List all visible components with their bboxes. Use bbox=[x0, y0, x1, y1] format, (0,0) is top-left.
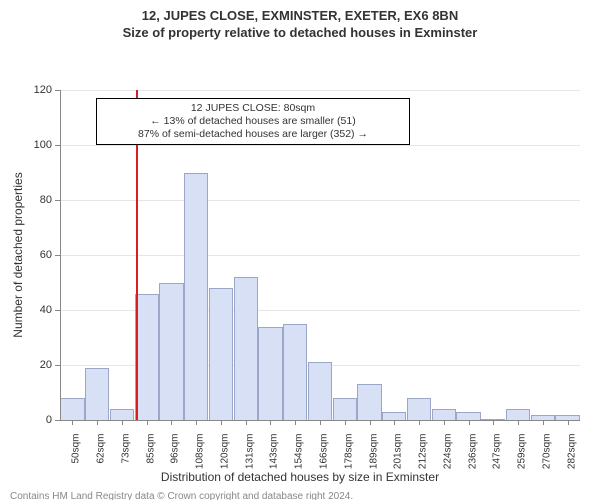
x-tick-label: 259sqm bbox=[517, 434, 528, 470]
histogram-bar bbox=[382, 412, 406, 420]
x-tick-mark bbox=[543, 420, 544, 425]
histogram-bar bbox=[60, 398, 84, 420]
y-tick-label: 20 bbox=[30, 359, 52, 371]
x-tick-mark bbox=[270, 420, 271, 425]
histogram-bar bbox=[506, 409, 530, 420]
x-tick-mark bbox=[469, 420, 470, 425]
x-tick-label: 108sqm bbox=[195, 434, 206, 470]
histogram-bar bbox=[308, 362, 332, 420]
x-tick-label: 73sqm bbox=[120, 434, 131, 464]
x-tick-label: 212sqm bbox=[418, 434, 429, 470]
x-tick-label: 282sqm bbox=[566, 434, 577, 470]
x-tick-mark bbox=[72, 420, 73, 425]
y-axis bbox=[60, 90, 61, 420]
histogram-bar bbox=[209, 288, 233, 420]
histogram-chart: Number of detached properties 0 20 40 60 80 1… bbox=[0, 40, 600, 470]
footer-line-1: Contains HM Land Registry data © Crown c… bbox=[10, 490, 590, 500]
histogram-bar bbox=[234, 277, 258, 420]
y-tick-mark bbox=[55, 255, 60, 256]
x-tick-mark bbox=[518, 420, 519, 425]
x-tick-label: 236sqm bbox=[467, 434, 478, 470]
x-tick-label: 270sqm bbox=[541, 434, 552, 470]
callout-line-1: 12 JUPES CLOSE: 80sqm bbox=[103, 102, 403, 115]
y-tick-label: 100 bbox=[30, 139, 52, 151]
histogram-bar bbox=[432, 409, 456, 420]
x-tick-mark bbox=[394, 420, 395, 425]
x-tick-label: 201sqm bbox=[393, 434, 404, 470]
y-tick-label: 80 bbox=[30, 194, 52, 206]
page-title: 12, JUPES CLOSE, EXMINSTER, EXETER, EX6 … bbox=[0, 0, 600, 23]
x-tick-label: 154sqm bbox=[294, 434, 305, 470]
x-tick-mark bbox=[444, 420, 445, 425]
histogram-bar bbox=[159, 283, 183, 421]
x-tick-label: 224sqm bbox=[442, 434, 453, 470]
x-tick-mark bbox=[122, 420, 123, 425]
y-tick-mark bbox=[55, 365, 60, 366]
x-tick-mark bbox=[370, 420, 371, 425]
histogram-bar bbox=[333, 398, 357, 420]
callout-box: 12 JUPES CLOSE: 80sqm← 13% of detached h… bbox=[96, 98, 410, 145]
x-tick-mark bbox=[493, 420, 494, 425]
x-tick-mark bbox=[345, 420, 346, 425]
x-tick-label: 166sqm bbox=[319, 434, 330, 470]
y-tick-label: 120 bbox=[30, 84, 52, 96]
histogram-bar bbox=[456, 412, 480, 420]
y-tick-mark bbox=[55, 145, 60, 146]
histogram-bar bbox=[258, 327, 282, 421]
y-tick-mark bbox=[55, 420, 60, 421]
histogram-bar bbox=[407, 398, 431, 420]
x-tick-mark bbox=[196, 420, 197, 425]
y-tick-label: 0 bbox=[30, 414, 52, 426]
callout-line-2: ← 13% of detached houses are smaller (51… bbox=[103, 115, 403, 128]
x-tick-label: 131sqm bbox=[244, 434, 255, 470]
x-tick-mark bbox=[171, 420, 172, 425]
y-tick-label: 40 bbox=[30, 304, 52, 316]
x-axis-label: Distribution of detached houses by size … bbox=[0, 470, 600, 484]
x-tick-mark bbox=[221, 420, 222, 425]
y-tick-label: 60 bbox=[30, 249, 52, 261]
x-tick-label: 62sqm bbox=[96, 434, 107, 464]
callout-line-3: 87% of semi-detached houses are larger (… bbox=[103, 128, 403, 141]
histogram-bar bbox=[357, 384, 381, 420]
y-tick-mark bbox=[55, 310, 60, 311]
x-tick-mark bbox=[295, 420, 296, 425]
x-tick-label: 50sqm bbox=[71, 434, 82, 464]
x-tick-mark bbox=[320, 420, 321, 425]
histogram-bar bbox=[184, 173, 208, 421]
footer: Contains HM Land Registry data © Crown c… bbox=[0, 484, 600, 500]
x-tick-label: 120sqm bbox=[219, 434, 230, 470]
x-tick-label: 85sqm bbox=[145, 434, 156, 464]
x-tick-label: 96sqm bbox=[170, 434, 181, 464]
x-tick-mark bbox=[568, 420, 569, 425]
histogram-bar bbox=[110, 409, 134, 420]
x-tick-label: 143sqm bbox=[269, 434, 280, 470]
x-tick-label: 247sqm bbox=[492, 434, 503, 470]
x-tick-mark bbox=[246, 420, 247, 425]
x-tick-mark bbox=[97, 420, 98, 425]
x-tick-mark bbox=[419, 420, 420, 425]
y-tick-mark bbox=[55, 90, 60, 91]
x-tick-label: 178sqm bbox=[343, 434, 354, 470]
x-tick-mark bbox=[147, 420, 148, 425]
histogram-bar bbox=[283, 324, 307, 420]
histogram-bar bbox=[85, 368, 109, 420]
y-axis-label: Number of detached properties bbox=[11, 172, 25, 337]
subtitle: Size of property relative to detached ho… bbox=[0, 23, 600, 40]
x-tick-label: 189sqm bbox=[368, 434, 379, 470]
y-tick-mark bbox=[55, 200, 60, 201]
